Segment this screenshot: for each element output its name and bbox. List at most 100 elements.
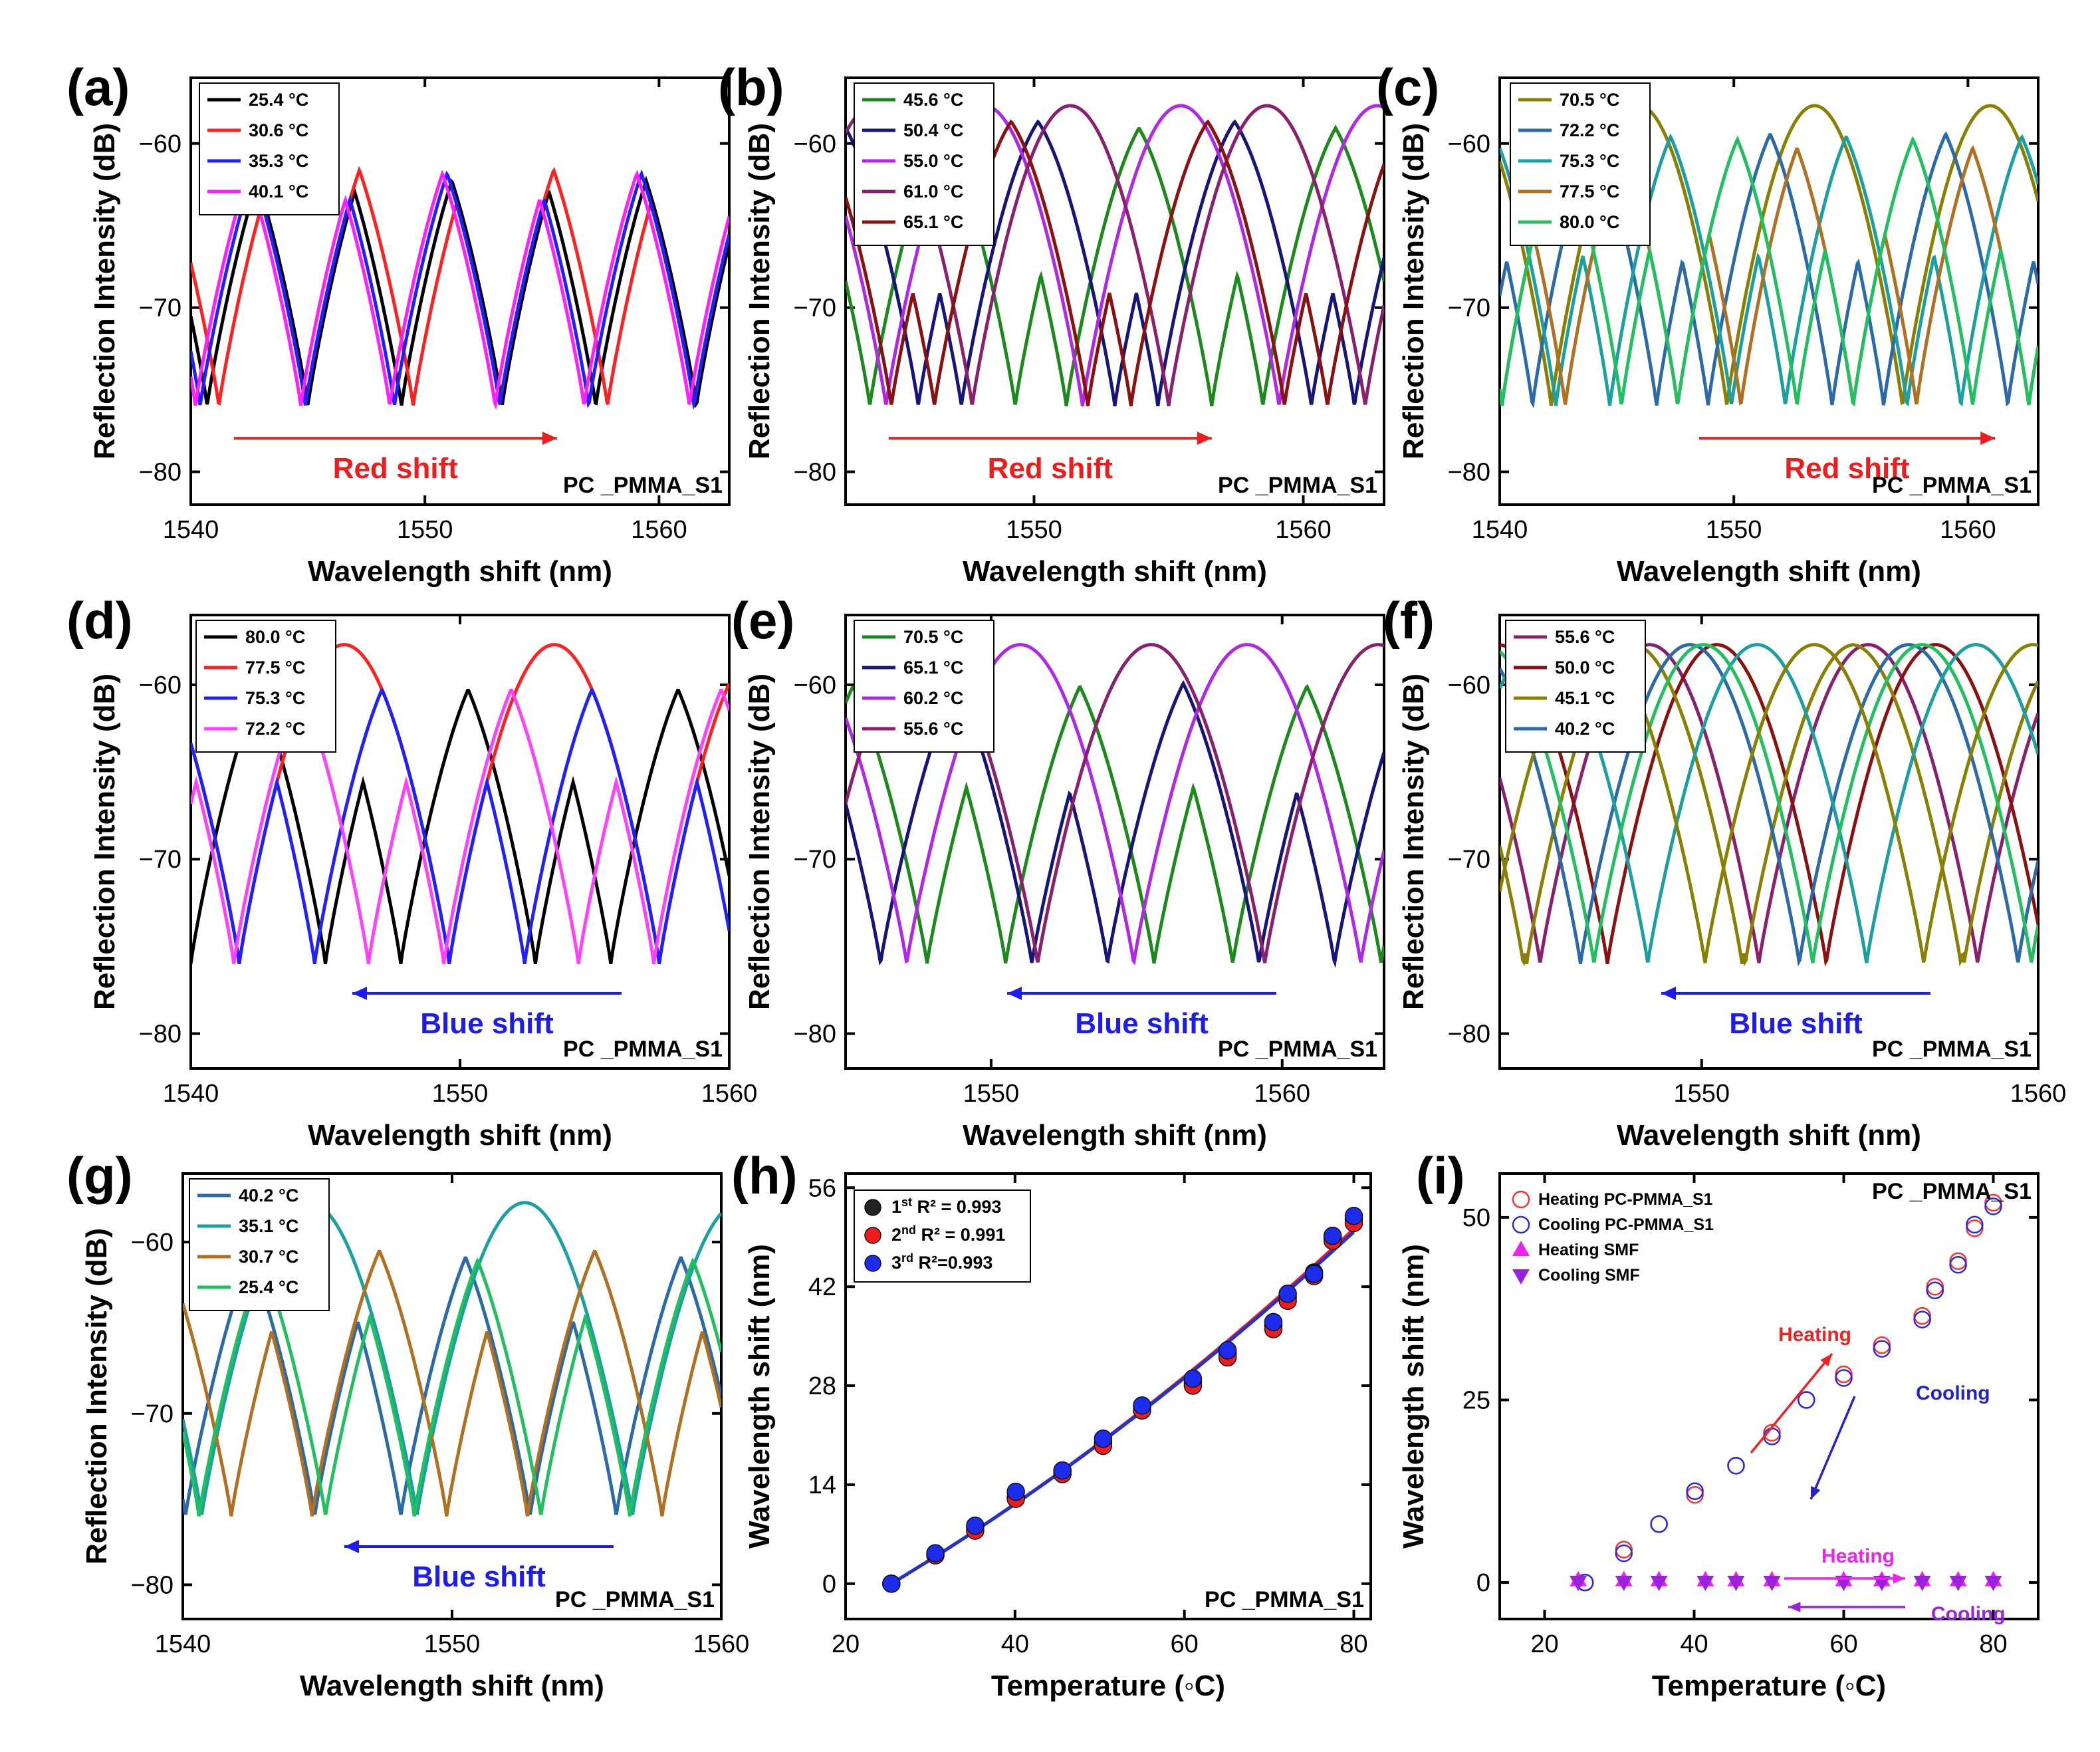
legend-entry: 61.0 °C (903, 182, 963, 201)
data-point (1304, 1265, 1324, 1283)
x-tick-label: 1560 (2010, 1080, 2067, 1108)
y-tick-label: −60 (1448, 672, 1490, 699)
x-tick-label: 60 (1171, 1630, 1199, 1658)
data-point (1183, 1369, 1203, 1388)
spectrum-line (846, 119, 1384, 407)
spectrum-line (191, 688, 729, 964)
plot-frame (844, 614, 1385, 1070)
data-point (1512, 1241, 1530, 1256)
data-point (1650, 1515, 1668, 1533)
sample-label: PC _PMMA_S1 (1218, 473, 1377, 498)
trend-arrow-head (1811, 1486, 1821, 1499)
legend-entry: 50.0 °C (1555, 658, 1615, 678)
y-tick-label: −80 (1448, 459, 1490, 487)
x-axis-label: Wavelength shift (nm) (308, 1119, 612, 1152)
legend-box (1505, 620, 1646, 753)
legend-entry: 35.1 °C (239, 1216, 298, 1236)
sample-label: PC _PMMA_S1 (555, 1587, 715, 1612)
sample-label: PC _PMMA_S1 (1205, 1587, 1364, 1612)
data-point (1053, 1461, 1072, 1480)
shift-arrow-head (352, 987, 367, 1001)
spectrum-line (191, 688, 729, 964)
y-tick-label: 50 (1462, 1204, 1490, 1232)
x-tick-label: 1540 (163, 1080, 219, 1108)
spectrum-line (1500, 643, 2038, 967)
plot-frame (189, 76, 731, 506)
data-point (1278, 1285, 1297, 1303)
y-tick-label: −60 (139, 130, 181, 158)
x-tick-label: 20 (832, 1630, 860, 1658)
x-axis-label: Wavelength shift (nm) (300, 1670, 604, 1702)
trend-arrow-head (1893, 1573, 1905, 1584)
x-tick-label: 20 (1530, 1630, 1558, 1658)
y-axis-label: Wavelength shift (nm) (743, 1244, 776, 1549)
y-tick-label: −80 (139, 1021, 181, 1049)
y-tick-label: −80 (139, 459, 181, 487)
plot-frame (844, 1172, 1372, 1620)
y-tick-label: −60 (139, 672, 181, 699)
legend-entry: 25.4 °C (249, 90, 308, 110)
data-point (1615, 1575, 1633, 1591)
data-point (966, 1516, 985, 1535)
sample-label: PC _PMMA_S1 (1872, 1037, 2032, 1062)
spectrum-line (846, 119, 1384, 407)
legend-entry: 55.6 °C (1555, 627, 1615, 647)
legend-box (854, 82, 994, 246)
legend-marker (864, 1255, 881, 1272)
y-tick-label: −70 (794, 846, 836, 874)
x-axis-label: Wavelength shift (nm) (308, 555, 612, 588)
y-tick-label: 28 (808, 1372, 836, 1400)
shift-label: Red shift (1784, 452, 1910, 485)
y-tick-label: −70 (794, 295, 836, 322)
legend-entry: 40.2 °C (1555, 719, 1615, 739)
y-tick-label: −60 (794, 672, 836, 699)
annotation-label: Cooling (1916, 1382, 1990, 1404)
x-tick-label: 1550 (432, 1080, 489, 1108)
legend-entry: 70.5 °C (903, 627, 963, 647)
y-tick-label: −80 (1448, 1021, 1490, 1049)
x-tick-label: 1560 (1254, 1080, 1310, 1108)
y-axis-label: Reflection Intensity (dB) (743, 674, 776, 1010)
x-tick-label: 1560 (1275, 516, 1332, 544)
x-axis-label: Wavelength shift (nm) (1617, 1119, 1921, 1152)
panel-label: (g) (66, 1146, 133, 1205)
legend-marker (864, 1227, 881, 1244)
y-tick-label: 14 (808, 1471, 836, 1499)
data-point (1873, 1336, 1891, 1354)
data-point (1006, 1482, 1025, 1501)
panel-label: (f) (1383, 591, 1435, 650)
panel-e: 1550 1560 −60 −70 −80 Wavelength shift (nm) Re… (731, 591, 1385, 1152)
spectrum-line (846, 684, 1384, 964)
panel-label: (d) (66, 591, 133, 650)
data-point (1984, 1575, 2002, 1591)
data-point (1763, 1575, 1781, 1591)
x-axis-label: Wavelength shift (nm) (963, 1119, 1267, 1152)
panel-a: 1540 1550 1560 −60 −70 −80 Wavelength shift (n… (66, 58, 731, 588)
x-axis-label: Temperature (◦C) (1652, 1670, 1886, 1702)
data-point (1926, 1277, 1944, 1296)
panel-b: 1550 1560 −60 −70 −80 Wavelength shift (nm) Re… (718, 58, 1385, 588)
shift-label: Red shift (333, 452, 459, 485)
legend-entry: 50.4 °C (903, 120, 963, 140)
trend-arrow (1809, 1396, 1856, 1500)
y-axis-label: Reflection Intensity (dB) (80, 1228, 113, 1564)
legend-entry: 55.0 °C (903, 151, 963, 171)
shift-arrow-head (1661, 987, 1676, 1001)
x-tick-label: 80 (1979, 1630, 2007, 1658)
data-point (1686, 1486, 1704, 1504)
shift-label: Blue shift (1729, 1007, 1863, 1040)
data-point (1512, 1269, 1530, 1285)
data-point (1512, 1215, 1530, 1234)
spectrum-line (1500, 133, 2038, 407)
x-tick-label: 1540 (155, 1630, 211, 1658)
data-point (1094, 1430, 1113, 1448)
panel-f: 1550 1560 −60 −70 −80 Wavelength shift (nm) Re… (1383, 591, 2066, 1152)
shift-arrow-head (1197, 432, 1212, 445)
legend-entry: 72.2 °C (1560, 120, 1619, 140)
plot-frame (1498, 1172, 2040, 1620)
panel-c: 1540 1550 1560 −60 −70 −80 Wavelength shift (n… (1376, 58, 2040, 588)
annotation-label: Heating (1778, 1324, 1851, 1346)
data-point (1264, 1313, 1283, 1332)
y-tick-label: 0 (822, 1570, 836, 1598)
